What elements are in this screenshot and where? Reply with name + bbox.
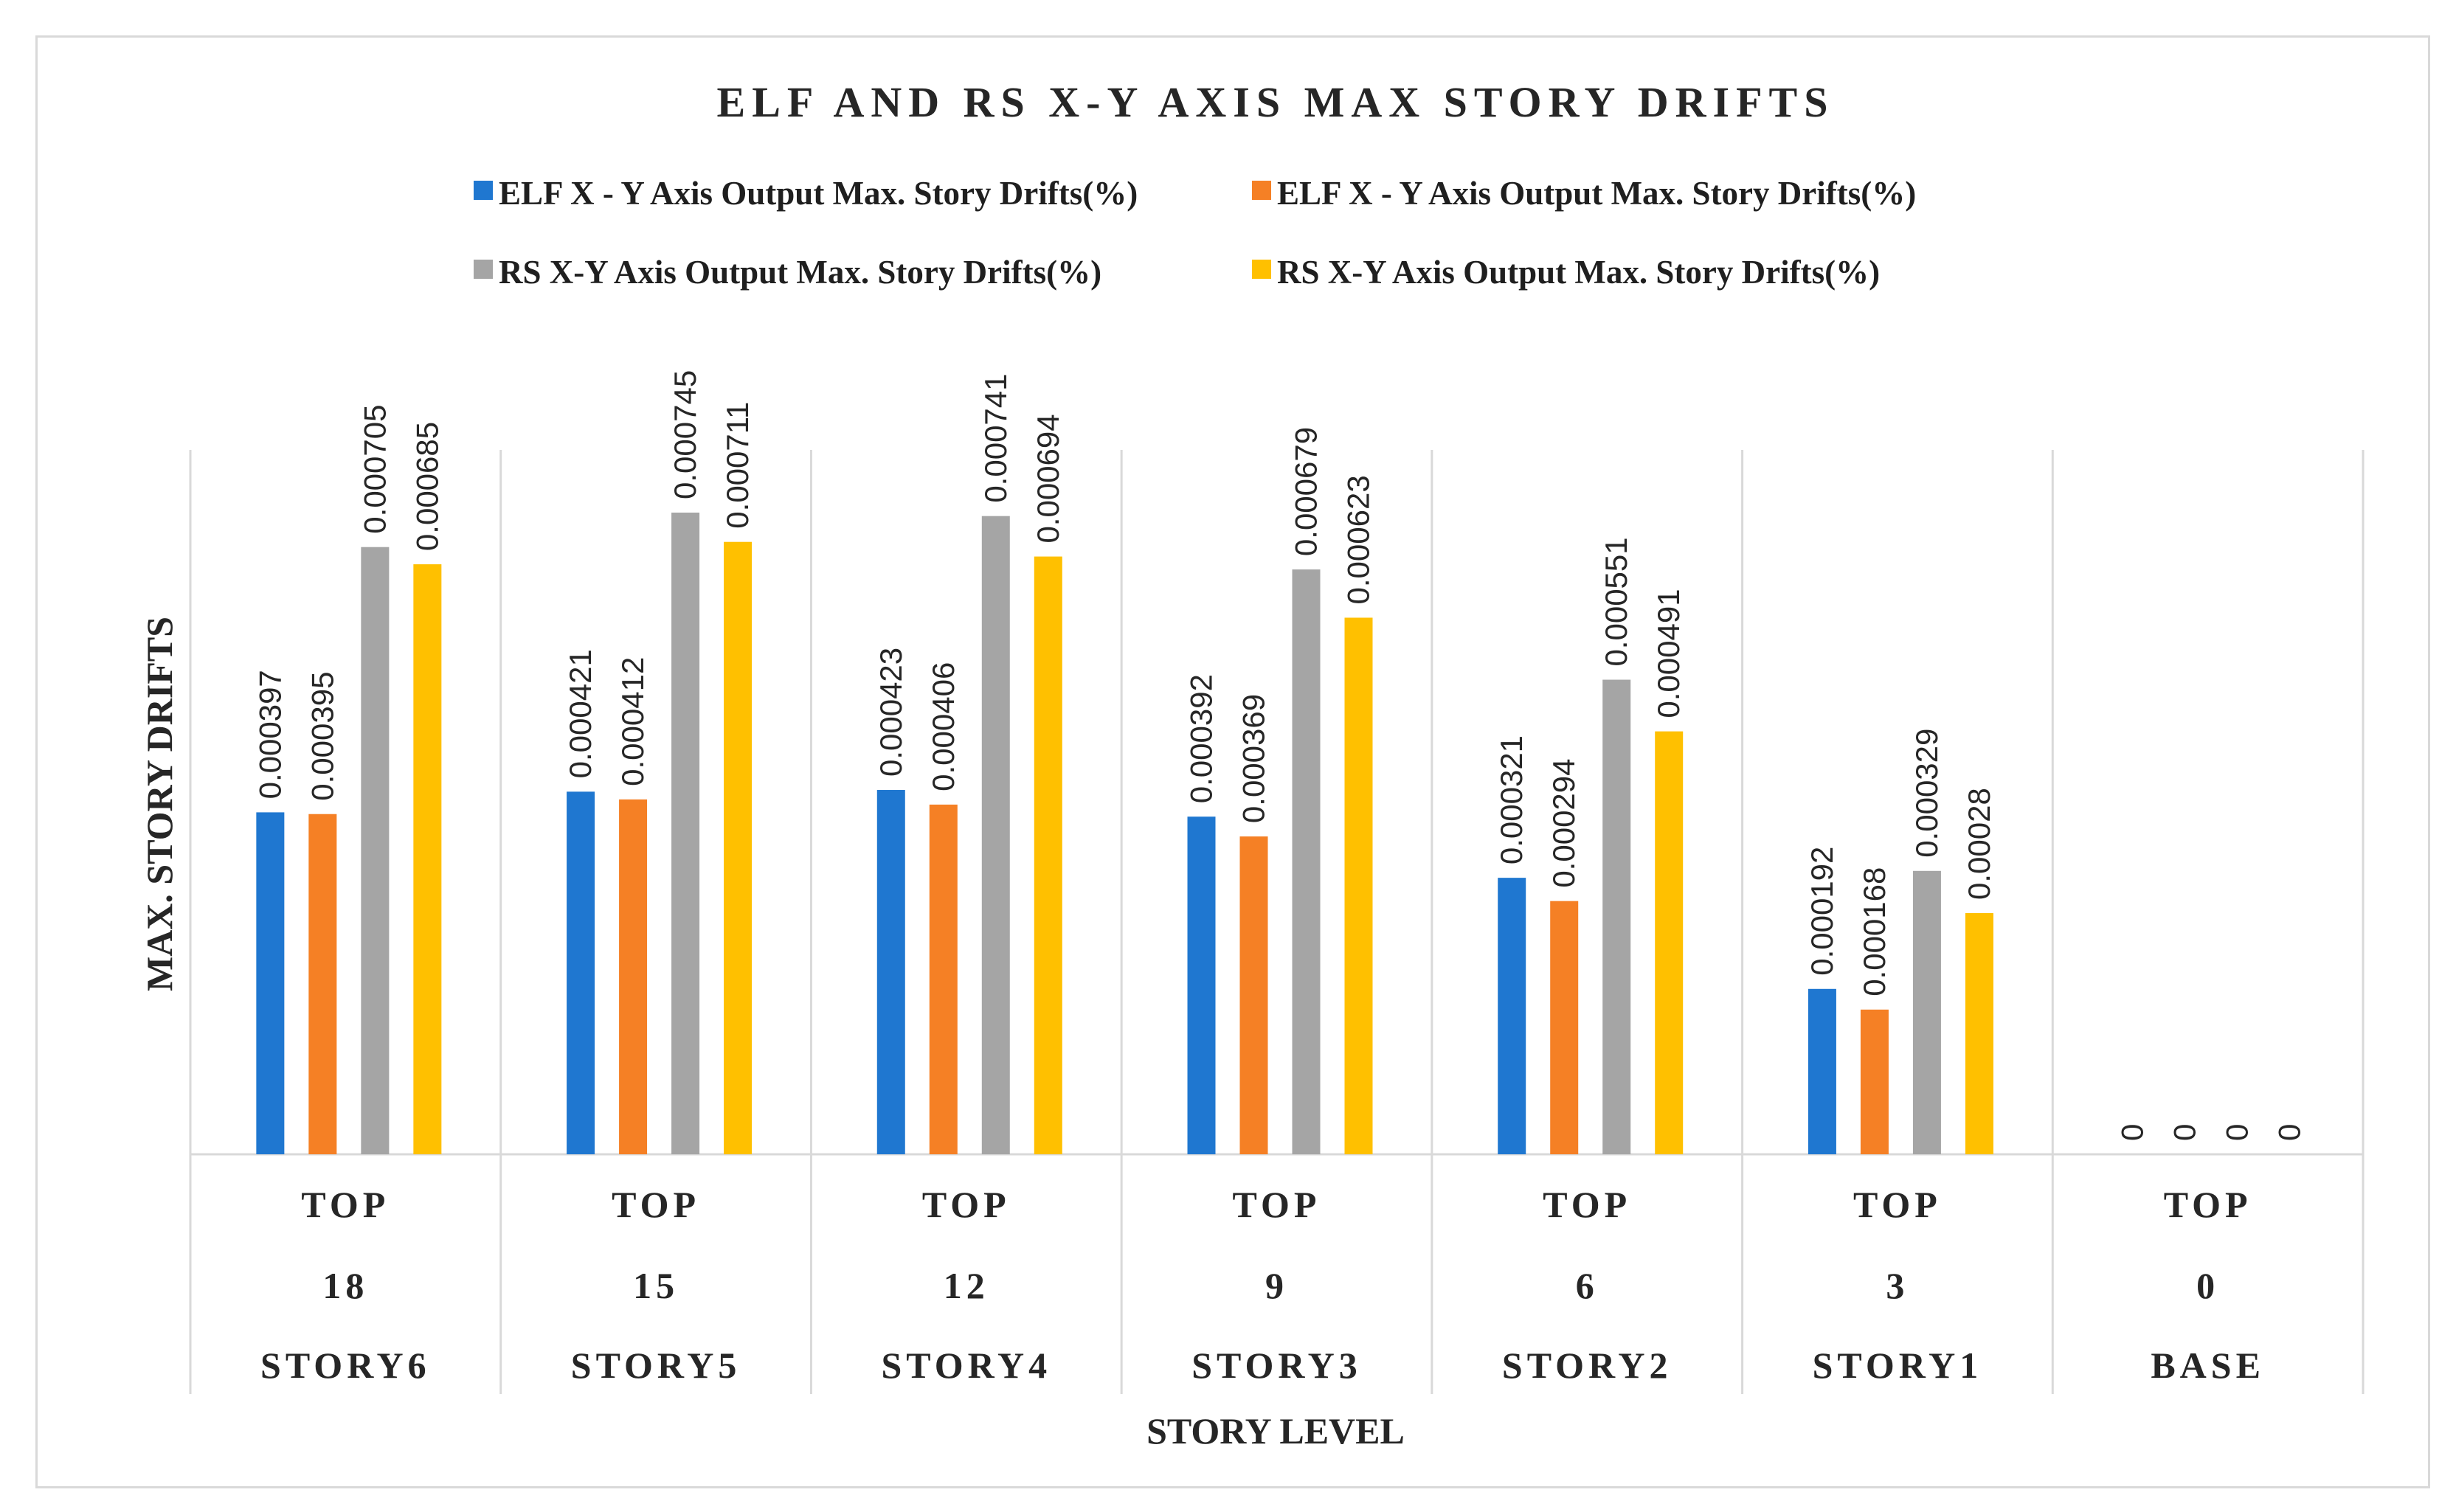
data-label: 0.000551 (1599, 537, 1633, 666)
legend-entry: RS X-Y Axis Output Max. Story Drifts(%) (499, 254, 1101, 291)
bar (929, 804, 958, 1154)
data-labels: 0.000397 0.000395 0.000705 0.000685 0.000421… (252, 370, 2306, 1141)
category-story-label: STORY2 (1502, 1345, 1672, 1386)
category-story-label: STORY5 (571, 1345, 741, 1386)
category-level-label: TOP (922, 1184, 1011, 1225)
bar (981, 516, 1010, 1154)
bars (256, 513, 1993, 1154)
bar (1187, 816, 1216, 1154)
y-axis-title: MAX. STORY DRIFTS (139, 617, 180, 991)
data-label: 0.000491 (1651, 589, 1686, 718)
bar (1912, 870, 1941, 1154)
bar (1498, 878, 1526, 1154)
data-label: 0.000369 (1236, 694, 1271, 823)
legend: ELF X - Y Axis Output Max. Story Drifts(… (474, 175, 1916, 291)
data-label: 0.000711 (720, 402, 755, 529)
category-height-label: 12 (944, 1265, 989, 1306)
legend-entry: ELF X - Y Axis Output Max. Story Drifts(… (499, 175, 1138, 212)
bar (1550, 901, 1579, 1154)
data-label: 0.000329 (1909, 729, 1944, 858)
data-label: 0.000423 (874, 648, 908, 777)
bar (619, 799, 648, 1154)
category-height-label: 15 (633, 1265, 679, 1306)
data-label: 0.000397 (252, 670, 287, 799)
category-story-label: STORY1 (1813, 1345, 1983, 1386)
category-level-label: TOP (301, 1184, 390, 1225)
category-level-label: TOP (1543, 1184, 1631, 1225)
data-label: 0.000421 (563, 649, 598, 778)
bar (1655, 731, 1684, 1154)
data-label: 0.000694 (1031, 414, 1065, 543)
category-labels: TOP 18 STORY6 TOP 15 STORY5 TOP 12 STORY4 TOP 9 STO… (260, 1184, 2265, 1386)
bar (567, 791, 595, 1154)
data-label: 0.000168 (1857, 867, 1892, 996)
category-level-label: TOP (1233, 1184, 1321, 1225)
bar (413, 564, 442, 1154)
chart-title: ELF AND RS X-Y AXIS MAX STORY DRIFTS (717, 78, 1835, 126)
data-label: 0.000679 (1289, 427, 1324, 556)
category-height-label: 9 (1265, 1265, 1288, 1306)
bar (1965, 913, 1993, 1154)
bar (1292, 569, 1321, 1154)
bar (1602, 679, 1631, 1154)
bar (1860, 1009, 1889, 1154)
legend-swatch (1252, 181, 1271, 200)
data-label: 0.00028 (1962, 788, 1996, 900)
data-label: 0.000395 (305, 672, 339, 801)
data-label: 0 (2115, 1124, 2150, 1141)
data-label: 0.000623 (1341, 475, 1376, 604)
data-label: 0.000294 (1546, 758, 1581, 887)
bar (256, 812, 285, 1154)
category-story-label: STORY6 (260, 1345, 431, 1386)
bar (1344, 617, 1373, 1154)
bar (671, 513, 700, 1154)
category-height-label: 0 (2196, 1265, 2219, 1306)
bar (1808, 988, 1836, 1154)
chart-frame (35, 35, 2430, 1488)
legend-swatch (474, 181, 493, 200)
data-label: 0.000685 (409, 422, 444, 551)
data-label: 0 (2272, 1124, 2307, 1141)
bar (876, 790, 905, 1154)
category-gridlines (189, 450, 2365, 1394)
category-height-label: 18 (322, 1265, 368, 1306)
category-story-label: STORY3 (1191, 1345, 1362, 1386)
category-level-label: TOP (612, 1184, 700, 1225)
category-level-label: TOP (2164, 1184, 2252, 1225)
x-axis-title: STORY LEVEL (1146, 1410, 1405, 1452)
category-height-label: 3 (1886, 1265, 1909, 1306)
bar (724, 541, 753, 1154)
data-label: 0.000321 (1494, 735, 1529, 864)
data-label: 0.000741 (978, 373, 1013, 502)
bar (361, 547, 390, 1154)
category-height-label: 6 (1576, 1265, 1599, 1306)
data-label: 0.000406 (926, 662, 961, 791)
data-label: 0.000412 (615, 657, 650, 786)
legend-entry: RS X-Y Axis Output Max. Story Drifts(%) (1277, 254, 1880, 291)
legend-swatch (1252, 260, 1271, 279)
category-level-label: TOP (1853, 1184, 1942, 1225)
data-label: 0.000192 (1805, 847, 1839, 976)
category-story-label: BASE (2151, 1345, 2265, 1386)
data-label: 0 (2168, 1124, 2202, 1141)
data-label: 0.000392 (1184, 674, 1219, 803)
data-label: 0.000745 (668, 370, 702, 499)
data-label: 0.000705 (357, 405, 392, 534)
bar (308, 814, 337, 1154)
bar (1034, 556, 1062, 1154)
legend-entry: ELF X - Y Axis Output Max. Story Drifts(… (1277, 175, 1916, 212)
category-story-label: STORY4 (881, 1345, 1051, 1386)
legend-swatch (474, 260, 493, 279)
bar (1239, 836, 1268, 1154)
data-label: 0 (2220, 1124, 2255, 1141)
